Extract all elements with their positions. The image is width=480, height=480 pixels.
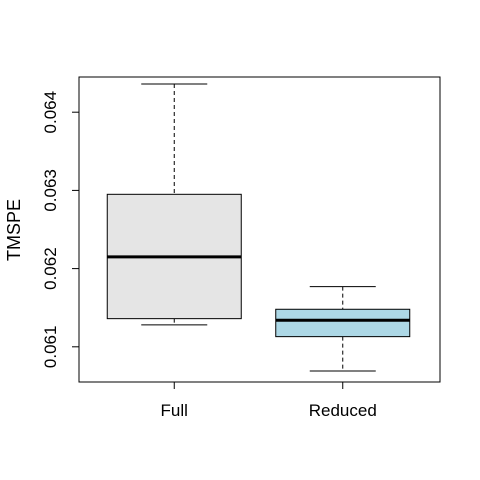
- reduced-box: [275, 308, 411, 338]
- y-tick-label-3: 0.064: [41, 91, 60, 134]
- x-tick-label-full: Full: [161, 401, 188, 420]
- y-tick-label-0: 0.061: [41, 326, 60, 369]
- y-tick-label-2: 0.063: [41, 169, 60, 212]
- plot-frame: [78, 76, 441, 383]
- x-tick-label-reduced: Reduced: [309, 401, 377, 420]
- plot-layer: 0.061 0.062 0.063 0.064 Full Reduced: [41, 83, 411, 420]
- y-tick-label-1: 0.062: [41, 247, 60, 290]
- y-axis-label: TMSPE: [4, 199, 24, 261]
